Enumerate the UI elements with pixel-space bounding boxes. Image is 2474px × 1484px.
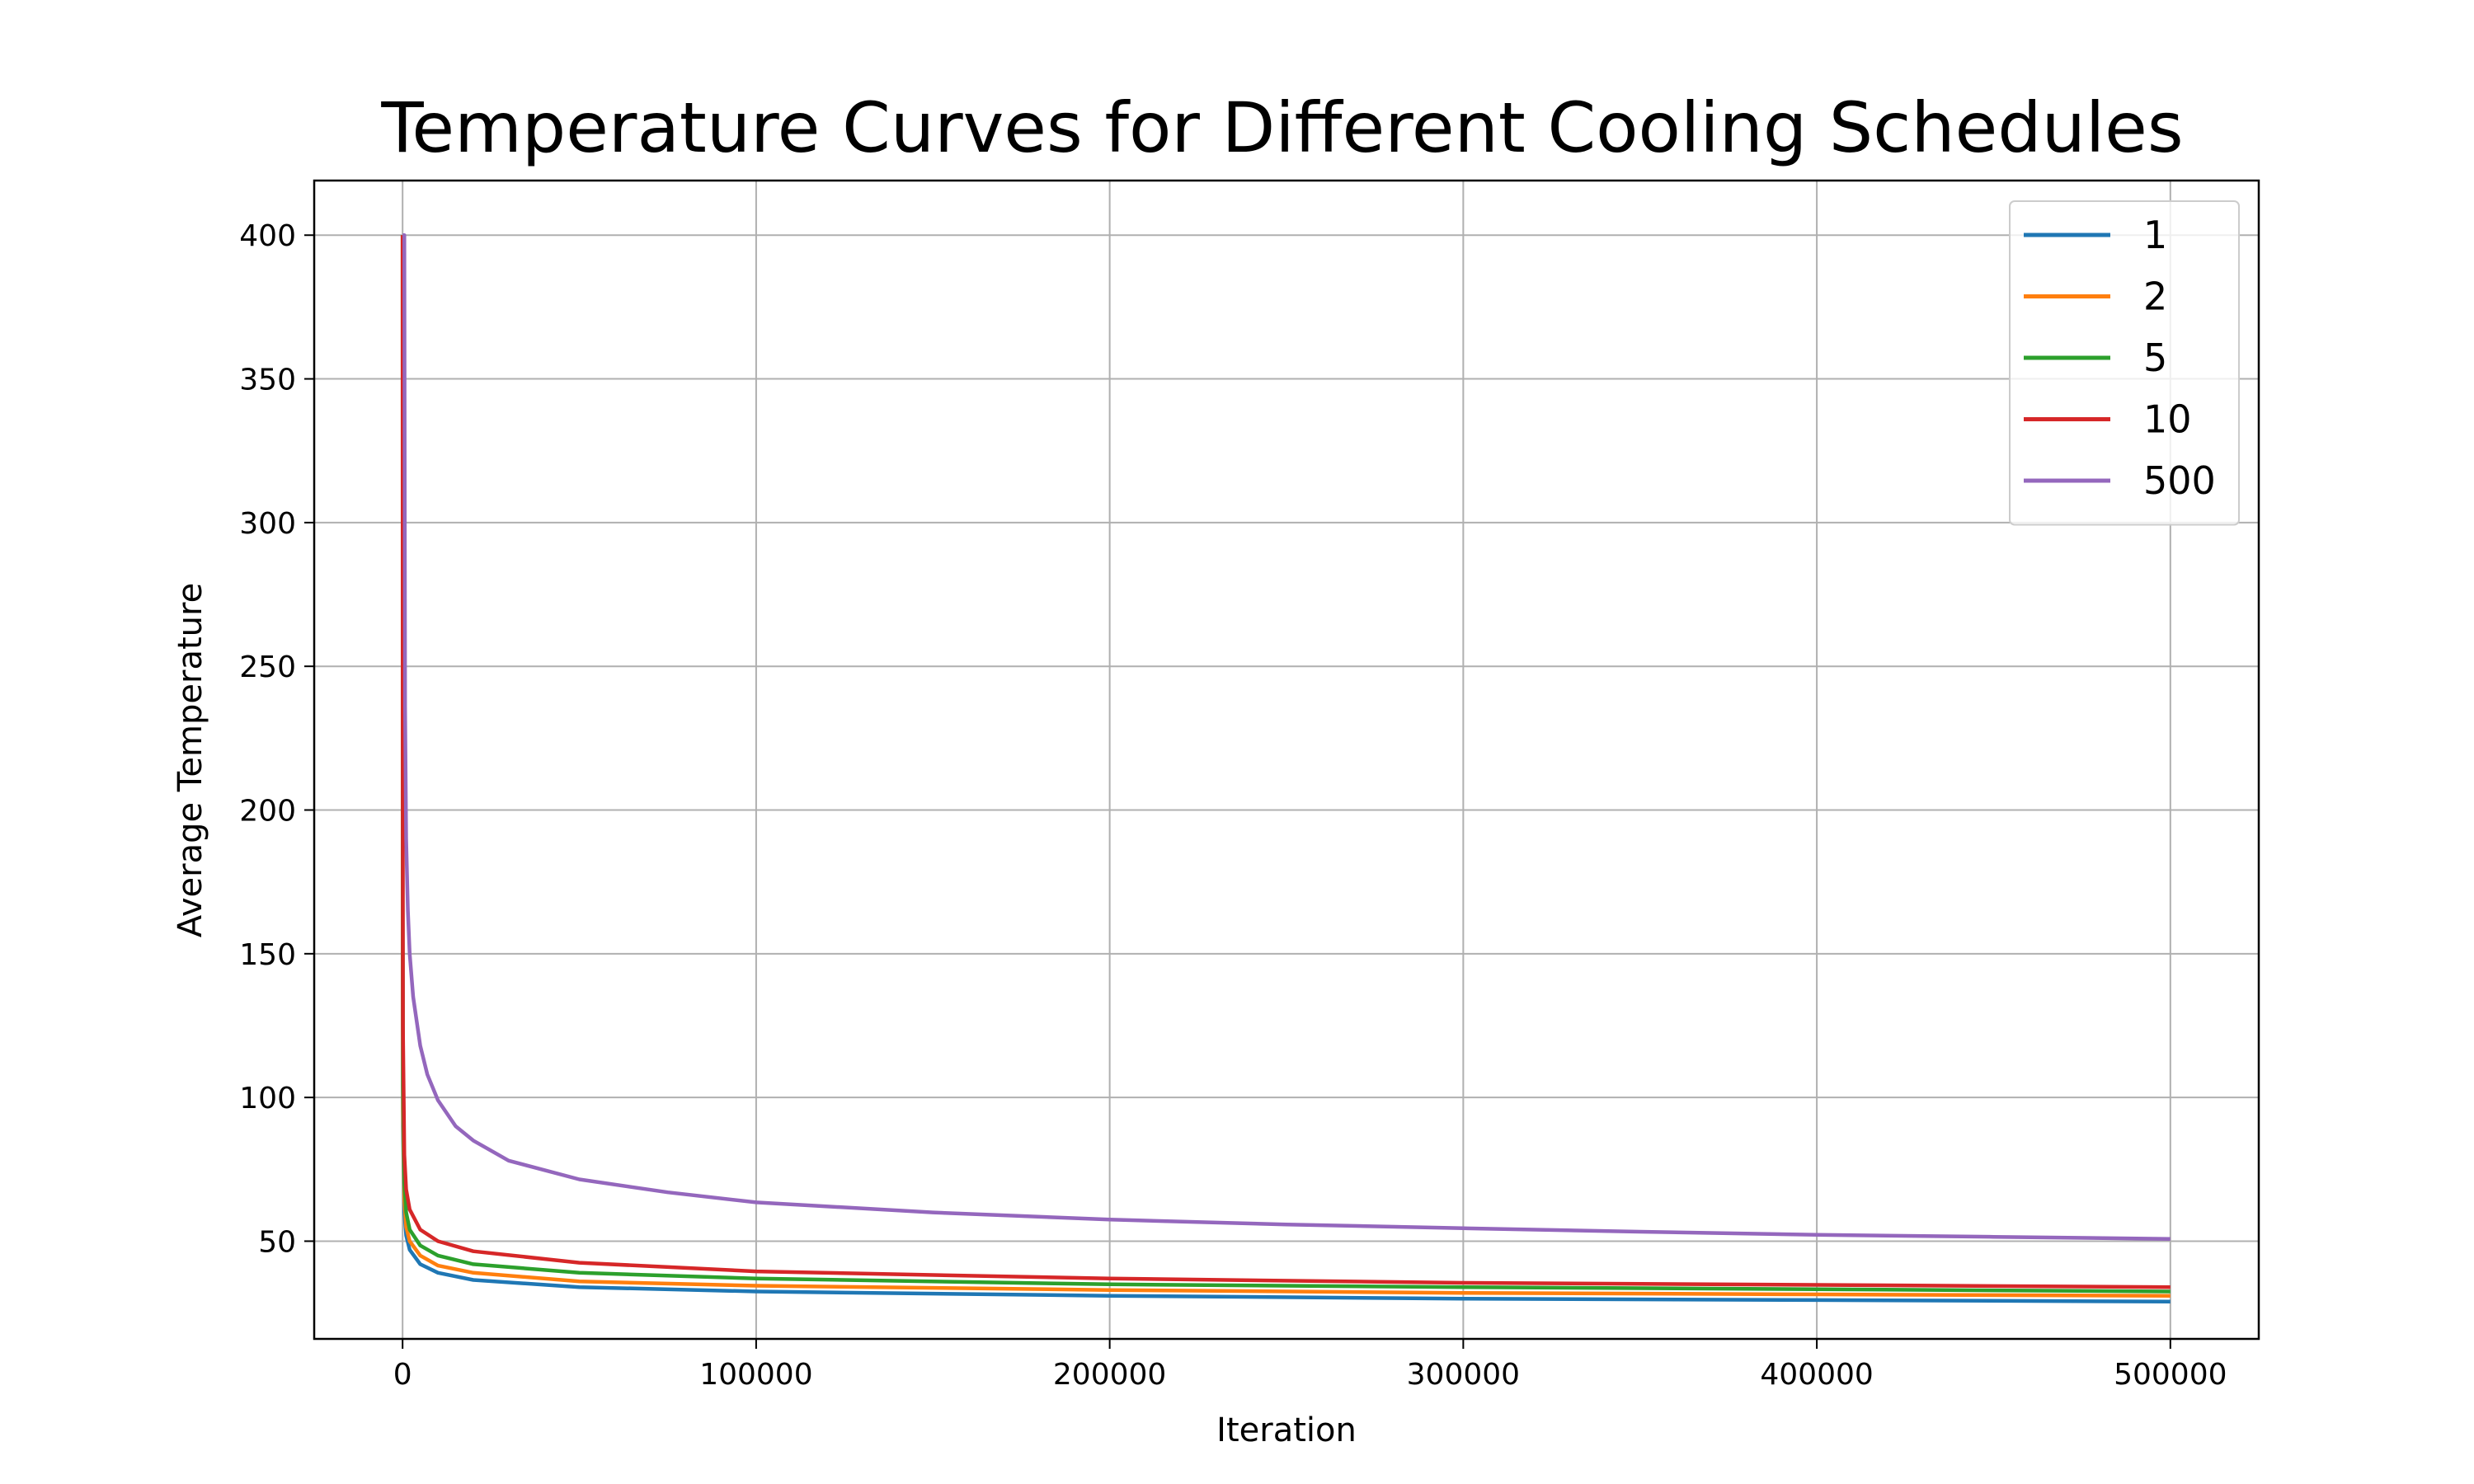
y-tick-label: 200 [239,795,296,829]
series-lines [400,232,2171,1303]
y-tick-label: 100 [239,1082,296,1115]
y-tick-label: 300 [239,507,296,541]
series-line-10 [400,235,2171,1289]
y-tick-label: 350 [239,364,296,397]
plot-frame [313,179,2260,1341]
legend-label: 10 [2143,397,2192,442]
y-tick-label: 50 [258,1225,296,1259]
legend-label: 500 [2143,458,2216,503]
x-axis-label: Iteration [1216,1411,1357,1449]
x-tick-label: 300000 [1407,1358,1520,1392]
x-tick-label: 500000 [2114,1358,2227,1392]
legend: 1 2 5 10 500 [2009,200,2240,526]
series-line-500 [402,232,2171,1241]
y-axis-label: Average Temperature [172,583,209,937]
y-tick-label: 400 [239,219,296,253]
grid-lines [314,181,2259,1339]
x-tick-label: 100000 [699,1358,812,1392]
y-tick-label: 250 [239,650,296,684]
y-tick-label: 150 [239,938,296,972]
y-ticks: 50 100 150 200 250 300 350 400 [239,219,314,1259]
series-line-5 [400,235,2171,1294]
chart-title: Temperature Curves for Different Cooling… [380,87,2183,168]
legend-label: 2 [2143,275,2167,319]
legend-frame [2009,200,2240,526]
x-tick-label: 200000 [1053,1358,1166,1392]
x-tick-label: 0 [393,1358,412,1392]
series-line-2 [400,235,2171,1298]
x-ticks: 0 100000 200000 300000 400000 500000 [393,1339,2227,1392]
x-tick-label: 400000 [1760,1358,1873,1392]
series-line-1 [400,235,2171,1303]
legend-label: 1 [2143,213,2167,257]
legend-label: 5 [2143,336,2167,380]
